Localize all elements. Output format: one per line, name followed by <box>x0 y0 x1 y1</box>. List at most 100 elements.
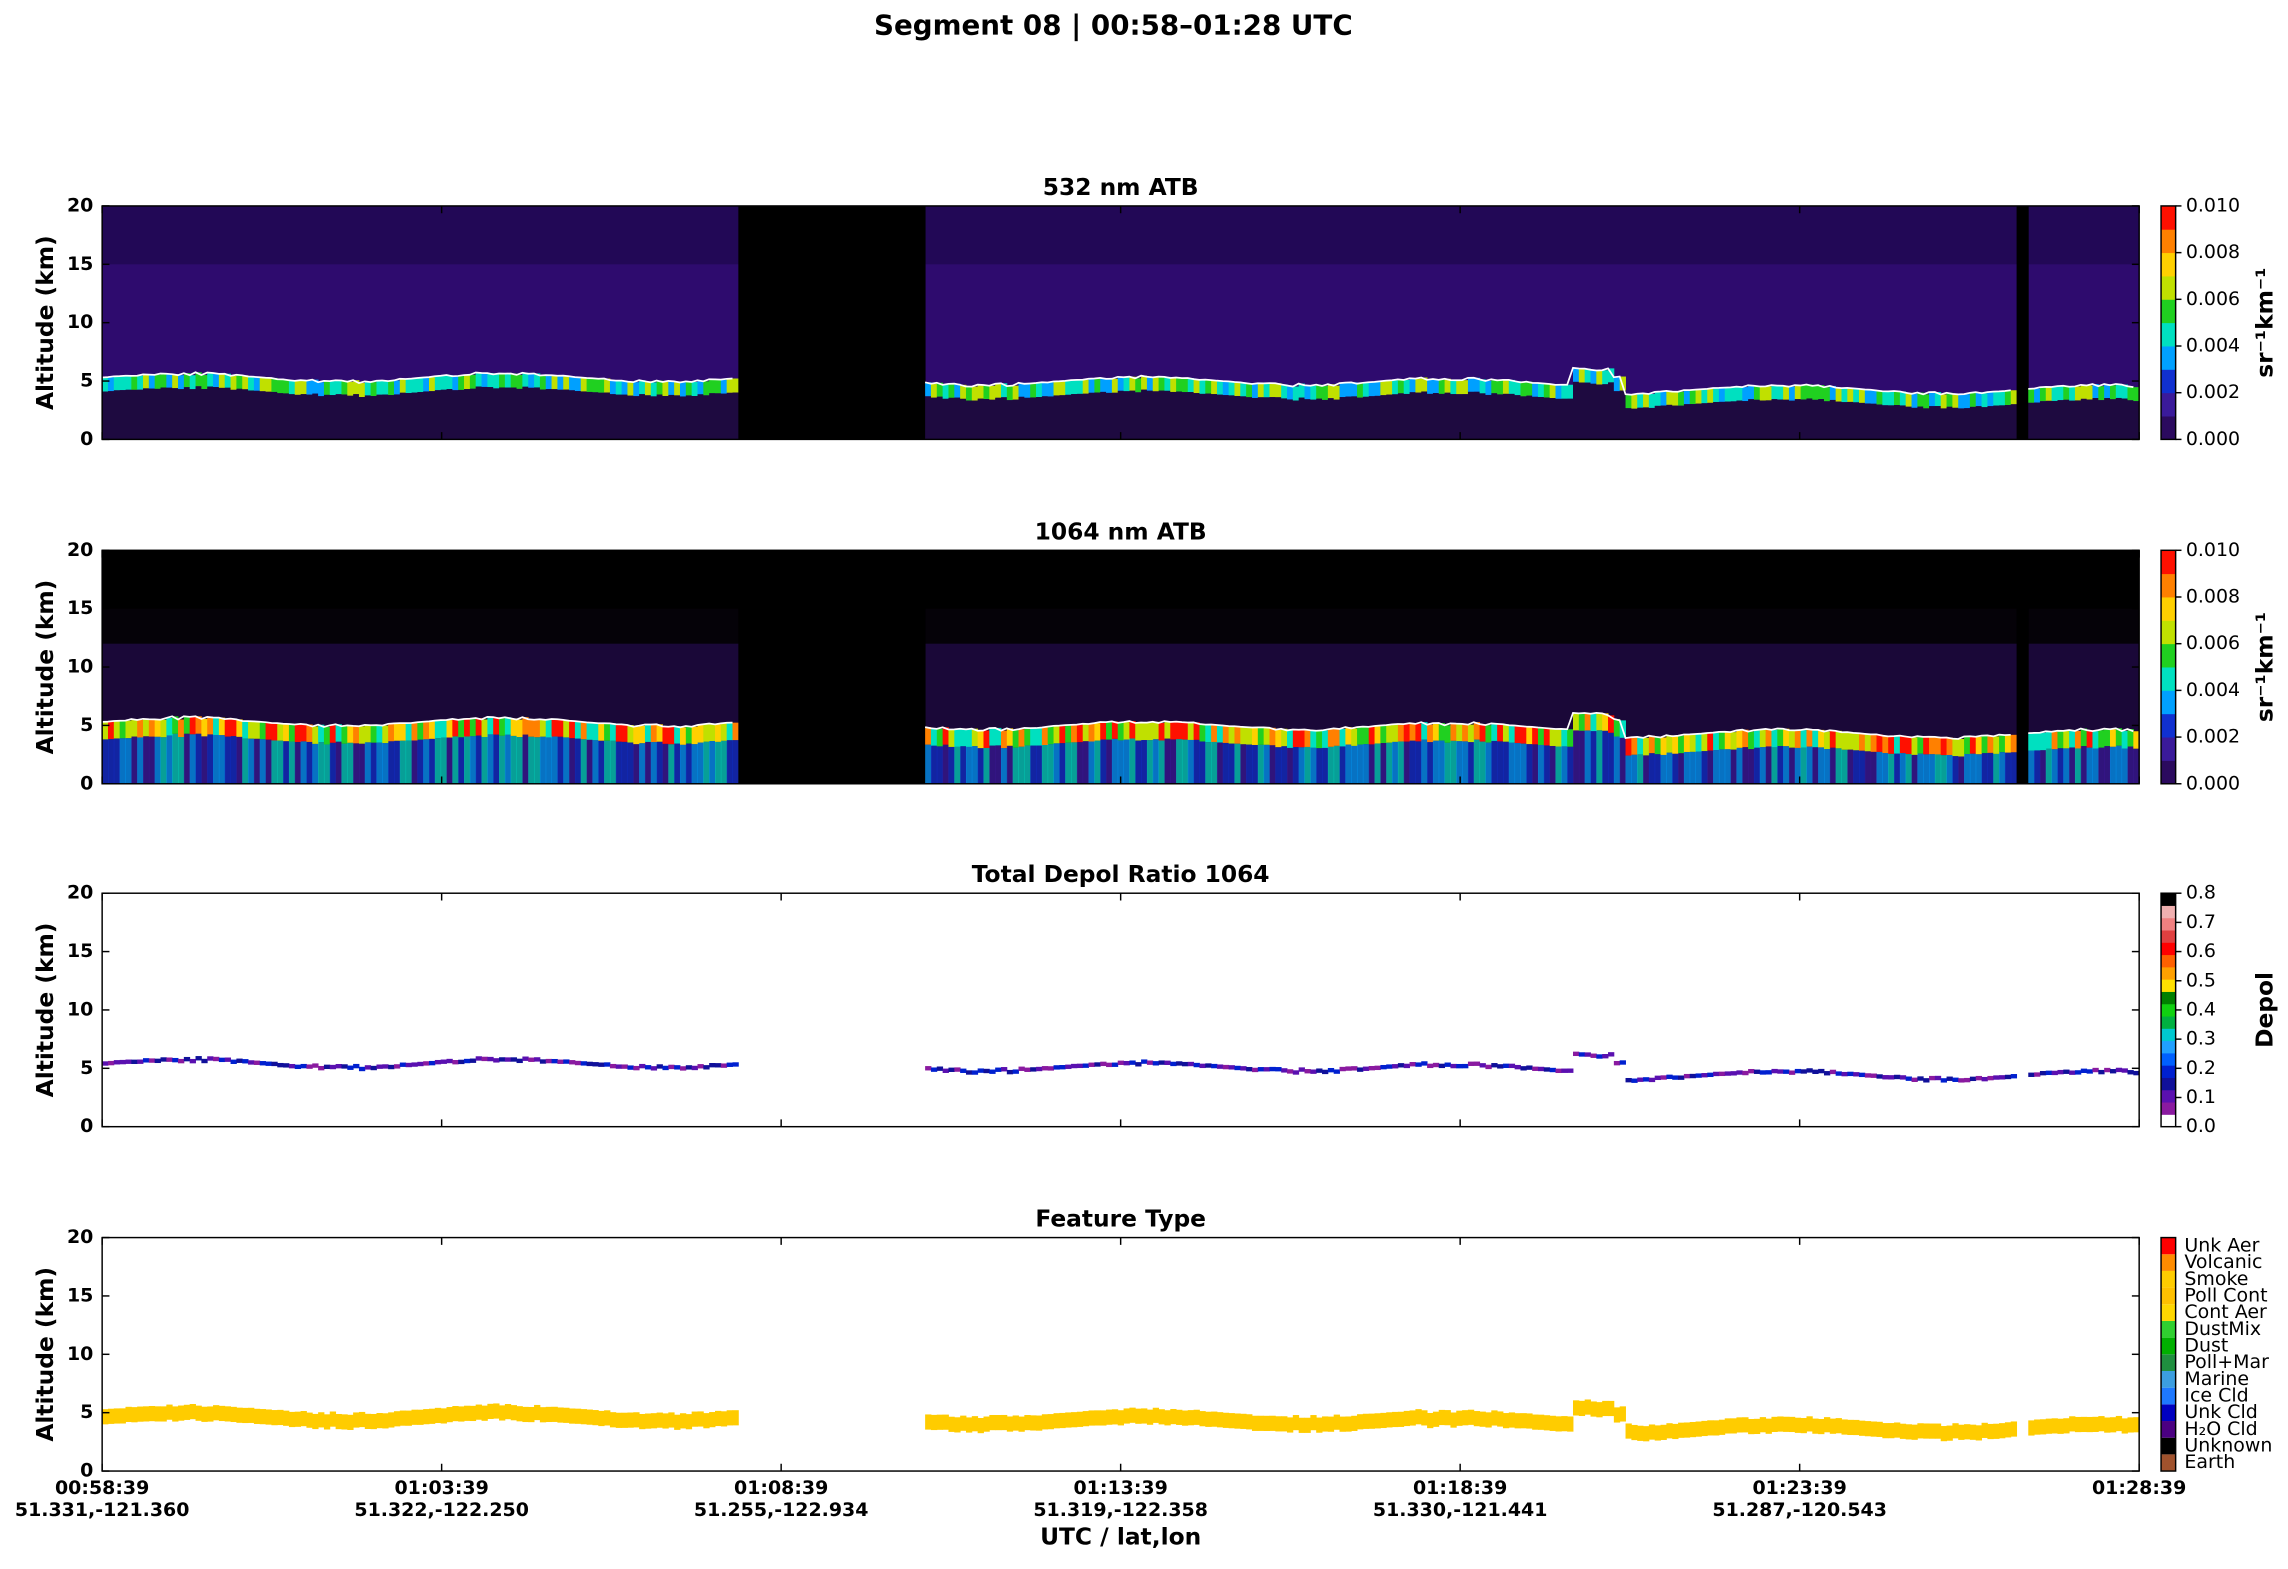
cell <box>627 742 634 784</box>
cell <box>1117 1060 1125 1065</box>
cell <box>2004 735 2012 753</box>
cell <box>248 390 255 440</box>
cell <box>1111 392 1119 440</box>
cell <box>1573 730 1580 784</box>
cell <box>1438 393 1446 440</box>
cell <box>376 1413 383 1429</box>
cell <box>236 388 243 440</box>
cell <box>183 387 191 440</box>
cell <box>1794 1068 1802 1074</box>
cell <box>1001 383 1008 398</box>
cell <box>1392 380 1399 395</box>
cell <box>691 1411 698 1427</box>
cell <box>1613 736 1621 784</box>
cell <box>1158 1060 1165 1065</box>
cell <box>1637 1077 1644 1082</box>
cell <box>218 387 226 440</box>
cell <box>1251 397 1259 440</box>
cell <box>1952 407 1959 440</box>
cell <box>1981 407 1988 440</box>
cell <box>1467 391 1475 440</box>
cell <box>1397 393 1405 440</box>
cell <box>464 389 471 440</box>
cell <box>1829 1418 1837 1434</box>
cell <box>1917 1423 1924 1439</box>
cell <box>1818 1068 1825 1074</box>
cell <box>1654 405 1661 440</box>
cell <box>2109 729 2117 747</box>
cell <box>1520 1066 1527 1071</box>
colorbar-swatch <box>2161 942 2176 956</box>
cell <box>1351 1066 1358 1071</box>
cell <box>1777 1069 1784 1074</box>
cell <box>1362 396 1370 440</box>
colorbar-label: Earth <box>2184 1451 2235 1473</box>
cell <box>1748 399 1755 440</box>
cell <box>1543 383 1551 398</box>
cell <box>1333 728 1340 746</box>
cell <box>1462 1410 1469 1426</box>
cell <box>557 389 564 440</box>
cell <box>726 722 733 741</box>
cell <box>528 1406 535 1423</box>
cell <box>1555 398 1562 440</box>
cell <box>2069 400 2076 440</box>
cell <box>1030 397 1037 440</box>
cell <box>1882 1423 1889 1439</box>
cell <box>283 379 290 394</box>
cell <box>335 394 342 440</box>
cell <box>1479 724 1486 742</box>
figure-title: Segment 08 | 00:58–01:28 UTC <box>874 8 1353 41</box>
data-gap <box>884 550 891 784</box>
x-tick-label: 51.322,-122.250 <box>354 1499 529 1521</box>
cell <box>510 387 517 440</box>
cell <box>172 716 179 734</box>
cell <box>107 1408 115 1424</box>
cell <box>977 748 984 784</box>
cell <box>1812 385 1819 400</box>
cell <box>1672 405 1679 440</box>
cell <box>679 1413 687 1429</box>
colorbar-swatch <box>2161 252 2176 277</box>
cell <box>1602 384 1609 440</box>
cell <box>960 746 967 784</box>
cell <box>236 374 243 389</box>
cell <box>1141 1408 1148 1424</box>
cell <box>102 391 109 440</box>
cell <box>1438 379 1446 394</box>
cell <box>1164 738 1171 784</box>
cell <box>341 380 348 395</box>
cell <box>1859 402 1866 440</box>
cell <box>1094 378 1101 393</box>
cell <box>2028 1072 2035 1077</box>
data-gap <box>831 205 839 440</box>
cell <box>341 1414 348 1430</box>
cell <box>1287 1417 1294 1433</box>
cell <box>1479 393 1486 440</box>
cell <box>1637 393 1644 408</box>
cell <box>306 380 313 395</box>
cell <box>370 396 377 440</box>
data-gap <box>796 205 803 440</box>
cell <box>1666 390 1673 405</box>
colorbar-label: Unk Aer <box>2184 1234 2259 1256</box>
cell <box>1648 1424 1656 1440</box>
cell <box>1409 723 1416 741</box>
data-gap <box>913 205 920 440</box>
cell <box>1929 392 1936 407</box>
cell <box>1864 1421 1872 1437</box>
cell <box>1701 389 1708 404</box>
y-tick-label: 15 <box>67 253 93 275</box>
cell <box>113 1060 121 1065</box>
cell <box>1934 392 1942 407</box>
cell <box>1911 754 1918 784</box>
cell <box>1047 726 1054 745</box>
cell <box>288 380 296 395</box>
colorbar-swatch <box>2161 1421 2176 1438</box>
cell <box>183 373 191 388</box>
cell <box>936 1066 944 1071</box>
cell <box>230 1059 237 1064</box>
cell <box>2034 750 2041 784</box>
cell <box>1853 1419 1860 1436</box>
cell <box>948 729 955 747</box>
